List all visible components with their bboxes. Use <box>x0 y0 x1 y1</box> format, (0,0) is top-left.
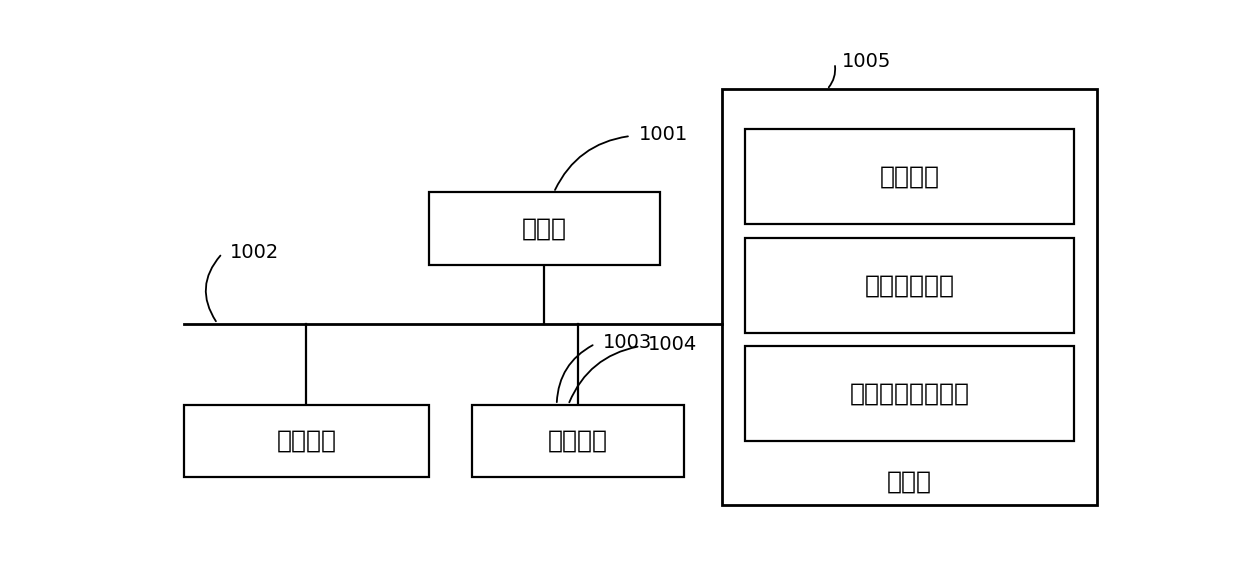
Text: 存储器: 存储器 <box>887 470 932 494</box>
Bar <box>722 89 1096 505</box>
Text: 1002: 1002 <box>229 242 279 262</box>
Bar <box>429 193 660 265</box>
Text: 网络通信模块: 网络通信模块 <box>864 273 955 297</box>
Text: 1003: 1003 <box>603 333 652 352</box>
Text: 用户接口: 用户接口 <box>277 429 336 453</box>
Bar <box>184 405 429 477</box>
Text: 1004: 1004 <box>649 335 697 355</box>
Bar <box>472 405 683 477</box>
Text: 处理器: 处理器 <box>522 217 567 241</box>
Bar <box>745 238 1074 333</box>
Text: 网络接口: 网络接口 <box>548 429 608 453</box>
Text: 地被植物评价程序: 地被植物评价程序 <box>849 382 970 406</box>
Text: 操作系统: 操作系统 <box>879 165 940 188</box>
Bar <box>745 346 1074 441</box>
Bar <box>745 129 1074 224</box>
Text: 1005: 1005 <box>842 52 892 72</box>
Text: 1001: 1001 <box>639 125 688 144</box>
